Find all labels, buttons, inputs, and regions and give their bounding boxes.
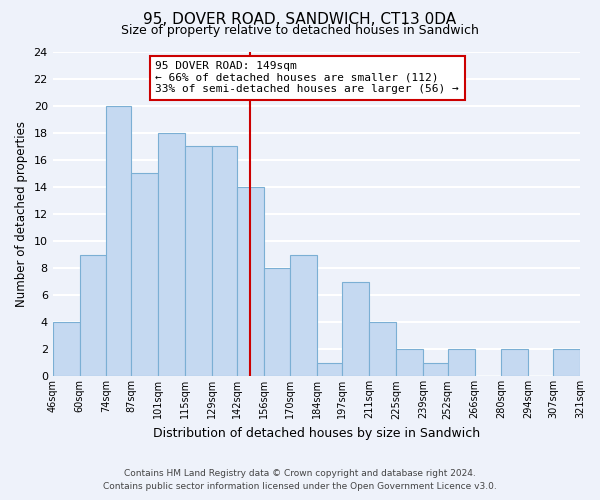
- Bar: [553, 350, 580, 376]
- Text: 95, DOVER ROAD, SANDWICH, CT13 0DA: 95, DOVER ROAD, SANDWICH, CT13 0DA: [143, 12, 457, 28]
- Bar: [448, 350, 475, 376]
- Text: Contains HM Land Registry data © Crown copyright and database right 2024.
Contai: Contains HM Land Registry data © Crown c…: [103, 469, 497, 491]
- Bar: [290, 254, 317, 376]
- Text: Size of property relative to detached houses in Sandwich: Size of property relative to detached ho…: [121, 24, 479, 37]
- Bar: [263, 268, 290, 376]
- Bar: [396, 350, 423, 376]
- Bar: [369, 322, 396, 376]
- Text: 95 DOVER ROAD: 149sqm
← 66% of detached houses are smaller (112)
33% of semi-det: 95 DOVER ROAD: 149sqm ← 66% of detached …: [155, 61, 459, 94]
- Y-axis label: Number of detached properties: Number of detached properties: [15, 121, 28, 307]
- Bar: [342, 282, 369, 376]
- Bar: [237, 187, 263, 376]
- Bar: [317, 363, 342, 376]
- Bar: [106, 106, 131, 376]
- X-axis label: Distribution of detached houses by size in Sandwich: Distribution of detached houses by size …: [153, 427, 480, 440]
- Bar: [212, 146, 237, 376]
- Bar: [80, 254, 106, 376]
- Bar: [185, 146, 212, 376]
- Bar: [131, 174, 158, 376]
- Bar: [158, 132, 185, 376]
- Bar: [423, 363, 448, 376]
- Bar: [502, 350, 528, 376]
- Bar: [53, 322, 80, 376]
